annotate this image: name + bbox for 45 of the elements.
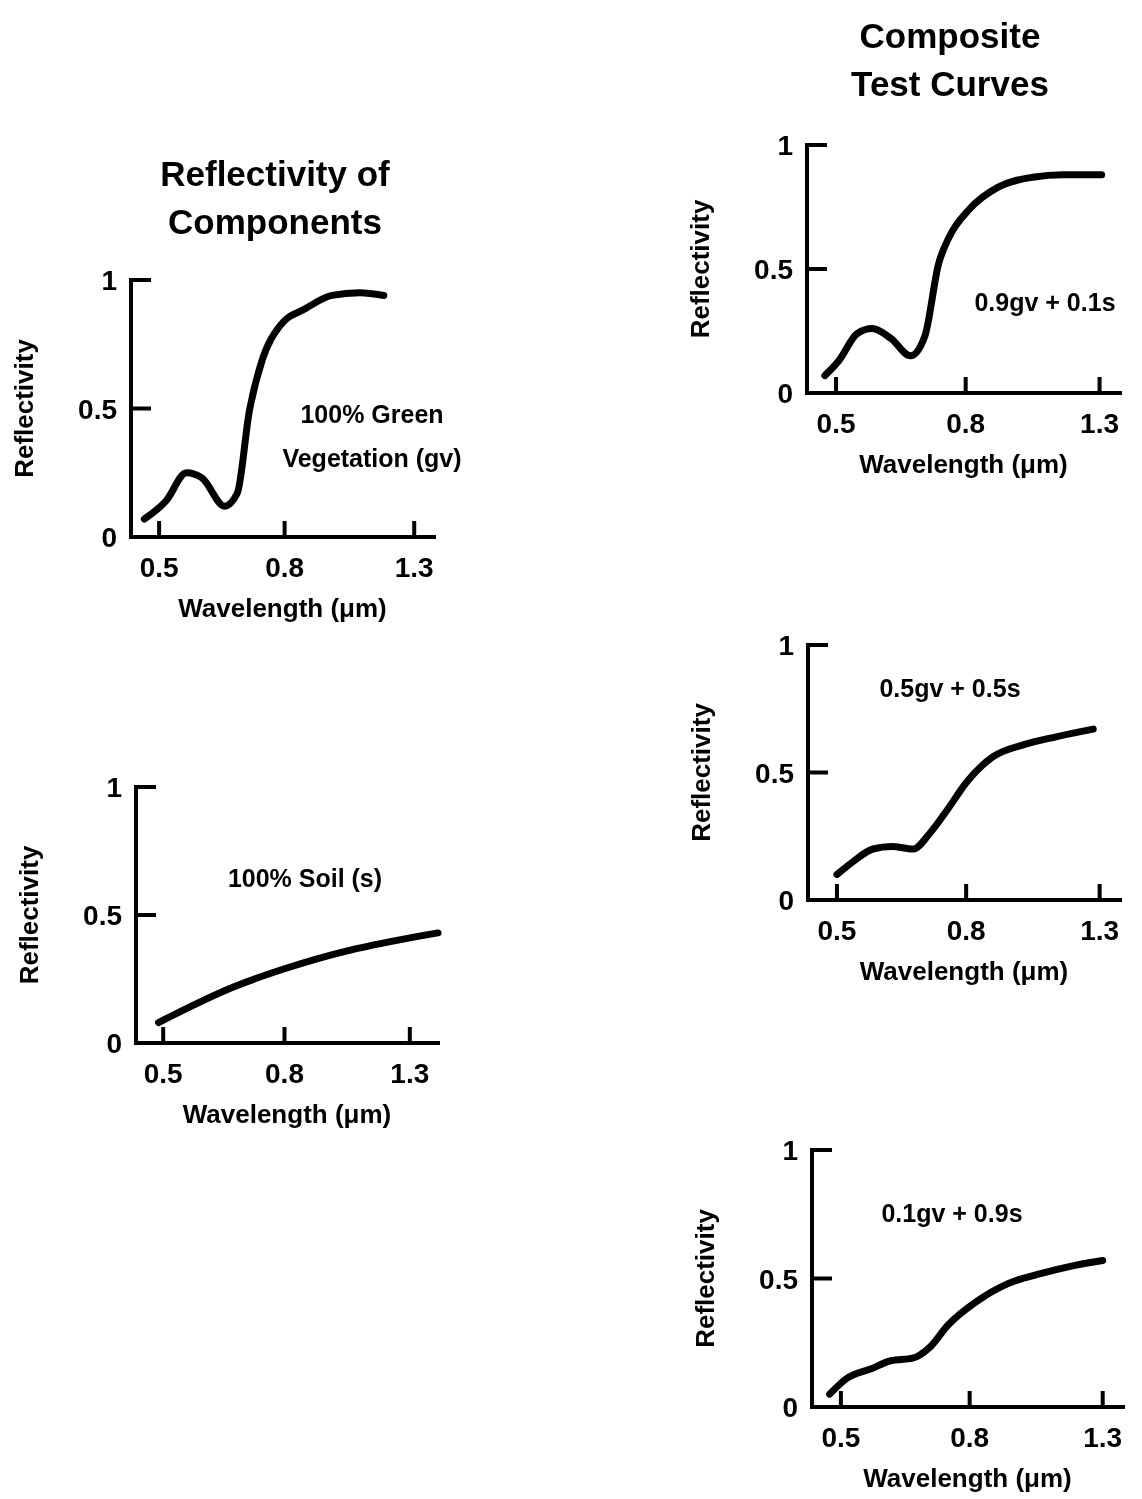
x-tick-label: 0.8 — [946, 915, 986, 946]
y-tick-label: 1 — [101, 265, 117, 296]
y-tick-label: 0 — [777, 378, 793, 409]
y-tick-label: 0.5 — [755, 757, 794, 789]
y-tick-label: 1 — [778, 630, 794, 661]
x-tick-label: 0.8 — [946, 408, 986, 439]
x-tick-label: 1.3 — [1080, 408, 1120, 439]
y-tick-label: 0 — [782, 1392, 798, 1423]
y-tick-label: 1 — [106, 772, 122, 803]
y-tick-label: 0 — [101, 522, 117, 553]
annotation: 0.5gv + 0.5s — [878, 673, 1022, 704]
x-tick-label: 0.8 — [950, 1422, 990, 1453]
y-tick-label: 0.5 — [759, 1263, 798, 1295]
annotation: 0.1gv + 0.9s — [880, 1198, 1024, 1229]
chart-title: Reflectivity of Components — [159, 153, 391, 243]
x-tick-label: 1.3 — [1083, 1422, 1123, 1453]
x-tick-label: 0.5 — [143, 1058, 183, 1089]
x-tick-label: 1.3 — [1080, 915, 1120, 946]
x-tick-label: 0.5 — [821, 1422, 861, 1453]
x-tick-label: 1.3 — [390, 1058, 430, 1089]
y-tick-label: 0 — [778, 885, 794, 916]
y-tick-label: 1 — [782, 1135, 798, 1166]
annotation: 100% Green Vegetation (gv) — [281, 399, 463, 474]
y-axis-title: Reflectivity — [686, 702, 716, 842]
x-tick-label: 0.8 — [265, 1058, 304, 1089]
annotation: 100% Soil (s) — [226, 863, 384, 894]
y-axis-title: Reflectivity — [685, 199, 715, 339]
x-axis-title: Wavelength (μm) — [859, 449, 1068, 479]
x-axis-title: Wavelength (μm) — [178, 593, 387, 623]
x-tick-label: 0.5 — [817, 915, 857, 946]
annotation: 0.9gv + 0.1s — [973, 287, 1117, 318]
y-tick-label: 1 — [777, 130, 793, 161]
y-axis-title: Reflectivity — [14, 845, 44, 985]
y-tick-label: 0 — [106, 1028, 122, 1059]
y-tick-label: 0.5 — [754, 254, 793, 285]
x-tick-label: 0.5 — [816, 408, 856, 439]
y-axis-title: Reflectivity — [690, 1208, 720, 1348]
x-axis-title: Wavelength (μm) — [863, 1463, 1072, 1493]
x-axis-title: Wavelength (μm) — [859, 956, 1069, 986]
chart-title: Composite Test Curves — [850, 15, 1050, 105]
y-axis-title: Reflectivity — [9, 338, 39, 478]
x-axis-title: Wavelength (μm) — [182, 1099, 392, 1129]
x-tick-label: 1.3 — [394, 552, 434, 583]
x-tick-label: 0.5 — [139, 552, 179, 583]
x-tick-label: 0.8 — [265, 552, 305, 583]
